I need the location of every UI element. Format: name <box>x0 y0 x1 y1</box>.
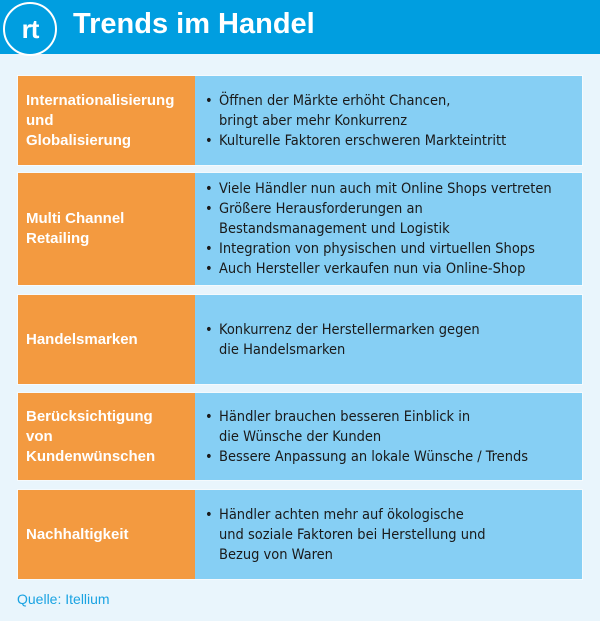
trend-label: Berücksichtigung von Kundenwünschen <box>18 393 195 480</box>
bullet-line: Bezug von Waren <box>219 546 333 563</box>
trend-details: Viele Händler nun auch mit Online Shops … <box>195 173 582 285</box>
trend-details: Händler brauchen besseren Einblick in die… <box>195 393 582 480</box>
bullet-item: Bessere Anpassung an lokale Wünsche / Tr… <box>205 447 528 467</box>
trend-label-line: Globalisierung <box>26 131 132 149</box>
trend-label-line: von <box>26 427 53 445</box>
trend-row: Handelsmarken Konkurrenz der Herstellerma… <box>17 294 583 385</box>
header: rt Trends im Handel <box>0 0 600 56</box>
bullet-line: Größere Herausforderungen an <box>219 201 423 217</box>
bullet-line: Händler brauchen besseren Einblick in <box>219 408 471 425</box>
trend-label-line: und <box>26 111 54 129</box>
trend-row: Internationalisierung und Globalisierung Öf… <box>17 75 583 166</box>
bullet-line: Auch Hersteller verkaufen nun via Online… <box>219 261 526 277</box>
trend-row: Nachhaltigkeit Händler achten mehr auf ök… <box>17 489 583 580</box>
bullet-line: Öffnen der Märkte erhöht Chancen, <box>219 92 451 109</box>
source-note: Quelle: Itellium <box>17 591 110 607</box>
bullet-line: die Wünsche der Kunden <box>219 428 382 445</box>
bullet-line: bringt aber mehr Konkurrenz <box>219 112 408 129</box>
bullet-line: Händler achten mehr auf ökologische <box>219 506 464 523</box>
trend-label: Nachhaltigkeit <box>18 490 195 579</box>
bullet-line: die Handelsmarken <box>219 341 346 358</box>
bullet-item: Viele Händler nun auch mit Online Shops … <box>205 179 552 199</box>
trend-label: Internationalisierung und Globalisierung <box>18 76 195 165</box>
bullet-item: Händler brauchen besseren Einblick in die… <box>205 407 528 447</box>
trend-label: Handelsmarken <box>18 295 195 384</box>
trend-label-line: Internationalisierung <box>26 91 175 109</box>
trend-details: Öffnen der Märkte erhöht Chancen, bringt … <box>195 76 582 165</box>
trend-label-line: Nachhaltigkeit <box>26 525 129 543</box>
rt-logo: rt <box>3 2 57 56</box>
bullet-item: Größere Herausforderungen an Bestandsmana… <box>205 199 552 239</box>
bullet-line: Bestandsmanagement und Logistik <box>219 221 450 237</box>
bullet-line: Bessere Anpassung an lokale Wünsche / Tr… <box>219 448 529 465</box>
bullet-item: Auch Hersteller verkaufen nun via Online… <box>205 259 552 279</box>
trend-row: Berücksichtigung von Kundenwünschen Händler… <box>17 392 583 481</box>
trend-label-line: Kundenwünschen <box>26 447 156 465</box>
trend-label-line: Handelsmarken <box>26 330 138 348</box>
page-title: Trends im Handel <box>73 8 315 40</box>
bullet-line: Konkurrenz der Herstellermarken gegen <box>219 321 480 338</box>
bullet-item: Integration von physischen und virtuelle… <box>205 239 552 259</box>
bullet-line: Viele Händler nun auch mit Online Shops … <box>219 181 552 197</box>
bullet-item: Händler achten mehr auf ökologische und s… <box>205 505 486 565</box>
trend-label-line: Berücksichtigung <box>26 407 153 425</box>
bullet-item: Öffnen der Märkte erhöht Chancen, bringt … <box>205 91 506 131</box>
trend-label-line: Retailing <box>26 230 90 247</box>
bullet-line: und soziale Faktoren bei Herstellung und <box>219 526 486 543</box>
bullet-item: Konkurrenz der Herstellermarken gegen die… <box>205 320 480 360</box>
trend-row: Multi Channel Retailing Viele Händler nun … <box>17 172 583 286</box>
bullet-line: Kulturelle Faktoren erschweren Markteint… <box>219 132 507 149</box>
bullet-line: Integration von physischen und virtuelle… <box>219 241 535 257</box>
trend-label: Multi Channel Retailing <box>18 173 195 285</box>
trend-label-line: Multi Channel <box>26 210 125 227</box>
trend-details: Konkurrenz der Herstellermarken gegen die… <box>195 295 582 384</box>
bullet-item: Kulturelle Faktoren erschweren Markteint… <box>205 131 506 151</box>
trend-details: Händler achten mehr auf ökologische und s… <box>195 490 582 579</box>
